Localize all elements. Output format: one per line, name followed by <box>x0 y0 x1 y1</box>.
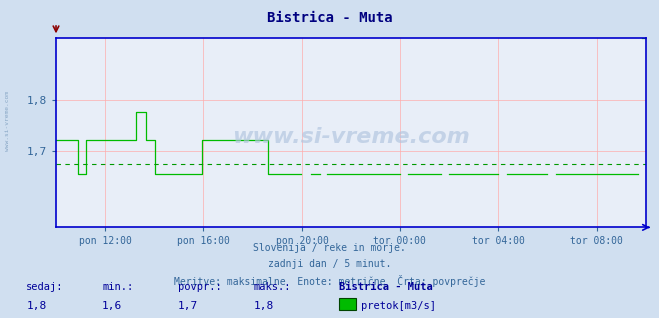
Text: sedaj:: sedaj: <box>26 282 64 292</box>
Text: povpr.:: povpr.: <box>178 282 221 292</box>
Text: zadnji dan / 5 minut.: zadnji dan / 5 minut. <box>268 259 391 269</box>
Text: Bistrica - Muta: Bistrica - Muta <box>339 282 433 292</box>
Text: pretok[m3/s]: pretok[m3/s] <box>361 301 436 311</box>
Text: 1,8: 1,8 <box>254 301 274 311</box>
Text: 1,6: 1,6 <box>102 301 123 311</box>
Text: 1,8: 1,8 <box>26 301 47 311</box>
Text: Bistrica - Muta: Bistrica - Muta <box>267 11 392 25</box>
Text: min.:: min.: <box>102 282 133 292</box>
Text: Slovenija / reke in morje.: Slovenija / reke in morje. <box>253 243 406 253</box>
Text: Meritve: maksimalne  Enote: metrične  Črta: povprečje: Meritve: maksimalne Enote: metrične Črta… <box>174 275 485 287</box>
Text: maks.:: maks.: <box>254 282 291 292</box>
Text: www.si-vreme.com: www.si-vreme.com <box>5 91 11 151</box>
Text: 1,7: 1,7 <box>178 301 198 311</box>
Text: www.si-vreme.com: www.si-vreme.com <box>232 127 470 147</box>
